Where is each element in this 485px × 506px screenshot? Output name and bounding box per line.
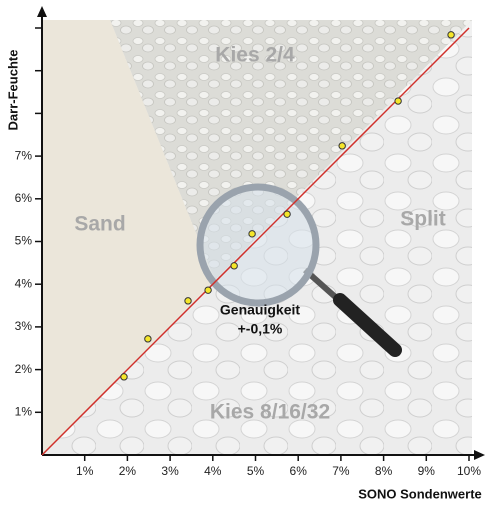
point [395, 98, 401, 104]
x-tick-label: 10% [457, 464, 481, 478]
y-tick-label: 5% [15, 234, 33, 248]
y-tick-label: 2% [15, 362, 33, 376]
point [121, 374, 127, 380]
point [284, 211, 290, 217]
x-tick-label: 9% [418, 464, 436, 478]
point [231, 263, 237, 269]
x-tick-label: 3% [161, 464, 179, 478]
annotation: Split [400, 208, 446, 231]
y-tick-label: 6% [15, 191, 33, 205]
x-tick-label: 7% [332, 464, 350, 478]
y-tick-label: 1% [15, 404, 33, 418]
x-axis-label: SONO Sondenwerte [358, 486, 482, 501]
annotation: Kies 8/16/32 [210, 401, 330, 424]
point [448, 32, 454, 38]
annotation: Sand [74, 213, 125, 236]
y-axis-label: Darr-Feuchte [5, 50, 20, 131]
chart: Kies 2/4 Sand Split Kies 8/16/32 Genauig… [0, 0, 485, 506]
point [185, 298, 191, 304]
x-tick-label: 8% [375, 464, 393, 478]
annotation: Kies 2/4 [215, 44, 295, 67]
x-tick-label: 2% [119, 464, 137, 478]
x-tick-label: 6% [290, 464, 308, 478]
x-tick-label: 4% [204, 464, 222, 478]
point [339, 143, 345, 149]
x-tick-label: 5% [247, 464, 265, 478]
point [145, 336, 151, 342]
y-tick-label: 7% [15, 148, 33, 162]
annotation: +-0,1% [238, 321, 283, 337]
y-tick-label: 4% [15, 276, 33, 290]
point [249, 231, 255, 237]
x-tick-label: 1% [76, 464, 94, 478]
annotation: Genauigkeit [220, 302, 300, 318]
y-tick-label: 3% [15, 319, 33, 333]
point [205, 287, 211, 293]
